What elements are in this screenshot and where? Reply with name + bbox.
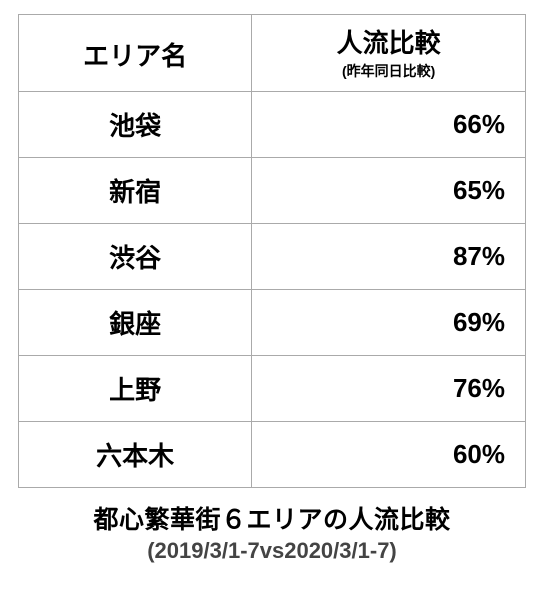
area-cell: 上野 xyxy=(19,355,252,421)
table-row: 新宿 65% xyxy=(19,157,526,223)
value-cell: 87% xyxy=(252,223,526,289)
table-caption: 都心繁華街６エリアの人流比較 (2019/3/1-7vs2020/3/1-7) xyxy=(18,500,526,564)
caption-main: 都心繁華街６エリアの人流比較 xyxy=(18,500,526,536)
value-cell: 76% xyxy=(252,355,526,421)
area-cell: 渋谷 xyxy=(19,223,252,289)
header-area-label: エリア名 xyxy=(29,36,241,73)
area-cell: 銀座 xyxy=(19,289,252,355)
table-row: 六本木 60% xyxy=(19,421,526,487)
table-body: 池袋 66% 新宿 65% 渋谷 87% 銀座 69% 上野 76% 六本木 6… xyxy=(19,91,526,487)
header-value-sub: (昨年同日比較) xyxy=(262,61,515,81)
table-row: 上野 76% xyxy=(19,355,526,421)
header-value-main: 人流比較 xyxy=(262,29,515,59)
value-cell: 65% xyxy=(252,157,526,223)
comparison-table: エリア名 人流比較 (昨年同日比較) 池袋 66% 新宿 65% 渋谷 87% … xyxy=(18,14,526,488)
table-header-row: エリア名 人流比較 (昨年同日比較) xyxy=(19,15,526,92)
area-cell: 池袋 xyxy=(19,91,252,157)
area-cell: 新宿 xyxy=(19,157,252,223)
table-row: 渋谷 87% xyxy=(19,223,526,289)
header-value: 人流比較 (昨年同日比較) xyxy=(252,15,526,92)
area-cell: 六本木 xyxy=(19,421,252,487)
header-area: エリア名 xyxy=(19,15,252,92)
table-row: 銀座 69% xyxy=(19,289,526,355)
value-cell: 66% xyxy=(252,91,526,157)
table-row: 池袋 66% xyxy=(19,91,526,157)
caption-sub: (2019/3/1-7vs2020/3/1-7) xyxy=(18,538,526,564)
value-cell: 69% xyxy=(252,289,526,355)
value-cell: 60% xyxy=(252,421,526,487)
